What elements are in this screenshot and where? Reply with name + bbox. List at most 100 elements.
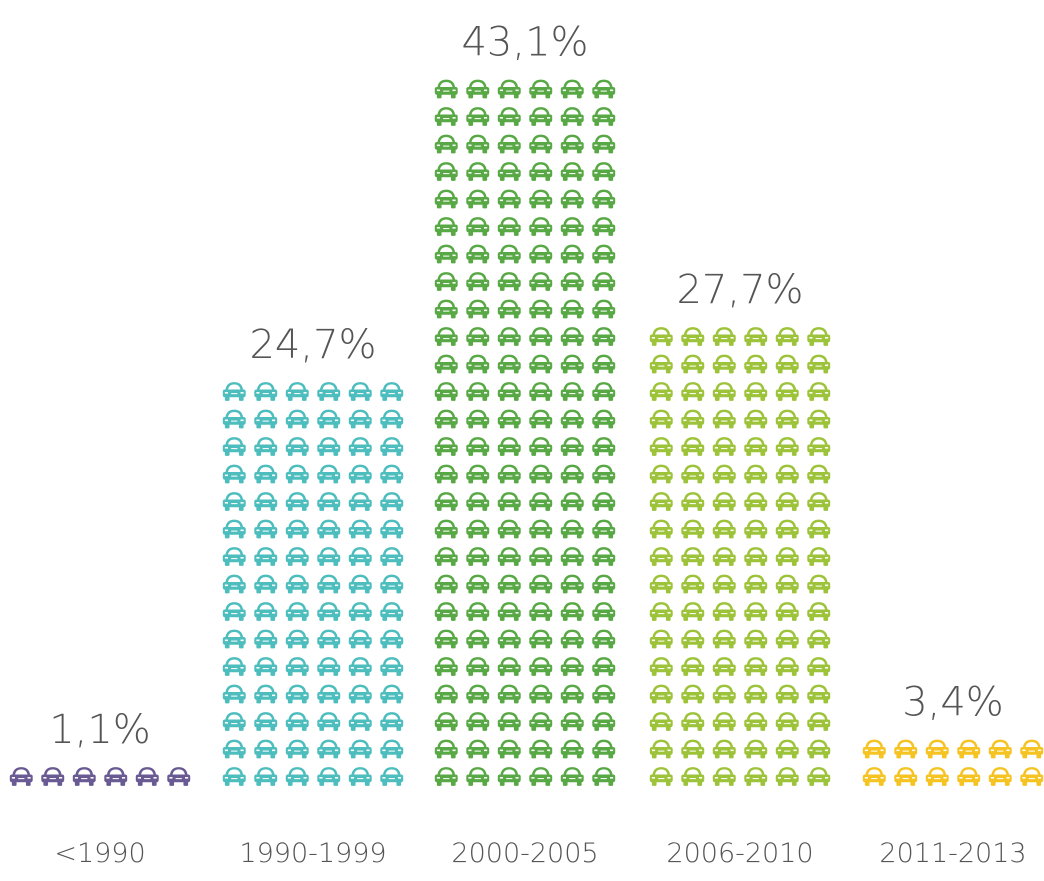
car-icon [529,107,553,126]
car-icon [988,739,1012,759]
car-icon [529,712,553,731]
car-icon [807,574,831,594]
car-icon [681,547,705,566]
car-icon [434,162,458,181]
car-icon [380,657,404,676]
car-icon [807,657,831,676]
car-icon [466,272,490,291]
car-icon [222,712,246,731]
car-icon [222,547,246,566]
car-icon [497,244,521,264]
car-icon [466,437,490,456]
car-icon [560,409,584,429]
car-icon [712,409,736,429]
car-icon [222,492,246,511]
car-icon [592,464,616,484]
car-icon [317,684,341,704]
car-icon [222,382,246,401]
car-icon [649,629,673,649]
car-icon [434,382,458,401]
car-icon [775,712,799,731]
car-icon [497,629,521,649]
car-icon [529,437,553,456]
car-icon [681,739,705,759]
car-icon [712,684,736,704]
car-icon [744,712,768,731]
car-icon [254,574,278,594]
car-icon [681,354,705,374]
car-icon [380,629,404,649]
car-icon [681,437,705,456]
car-icon [560,684,584,704]
car-icon [592,244,616,264]
car-icon [775,327,799,346]
car-icon [592,767,616,786]
car-icon [775,602,799,621]
car-icon [592,629,616,649]
car-icon [775,492,799,511]
car-icon [529,217,553,236]
value-label: 24,7% [249,322,376,368]
car-icon [592,189,616,209]
car-icon [592,739,616,759]
car-icon [592,107,616,126]
car-icon [560,244,584,264]
car-icon [466,134,490,154]
car-icon [497,217,521,236]
car-icon [649,602,673,621]
car-icon [285,712,309,731]
car-icon [712,767,736,786]
car-icon [529,602,553,621]
car-icon [592,299,616,319]
car-icon [592,684,616,704]
car-icon [775,547,799,566]
car-icon [560,107,584,126]
car-icon [285,437,309,456]
car-icon [681,519,705,539]
car-icon [434,739,458,759]
car-icon [434,272,458,291]
car-icon [434,547,458,566]
car-icon [649,547,673,566]
car-icon [744,629,768,649]
car-icon [775,739,799,759]
car-icon [348,547,372,566]
car-icon [712,354,736,374]
value-label: 27,7% [676,267,803,313]
car-icon [497,574,521,594]
car-icon [649,437,673,456]
car-icon [285,382,309,401]
car-icon [862,767,886,786]
car-icon [317,409,341,429]
car-icon [348,409,372,429]
car-icon [560,189,584,209]
car-icon [775,382,799,401]
car-icon [529,299,553,319]
car-icon [712,629,736,649]
car-icon [592,574,616,594]
car-icon [466,574,490,594]
car-icon [529,767,553,786]
car-icon [1020,739,1044,759]
car-icon [497,189,521,209]
car-icon [592,162,616,181]
car-icon [285,684,309,704]
car-icon [592,134,616,154]
car-icon [744,382,768,401]
car-icon [712,547,736,566]
car-icon [466,79,490,99]
car-icon [592,657,616,676]
car-icon [434,684,458,704]
car-icon [348,574,372,594]
car-icon [466,189,490,209]
car-icon [862,739,886,759]
car-icon [775,437,799,456]
car-icon [497,162,521,181]
car-icon [222,739,246,759]
car-icon [254,382,278,401]
car-icon [529,547,553,566]
car-icon [380,602,404,621]
car-icon [466,327,490,346]
car-icon [497,437,521,456]
car-icon [560,492,584,511]
